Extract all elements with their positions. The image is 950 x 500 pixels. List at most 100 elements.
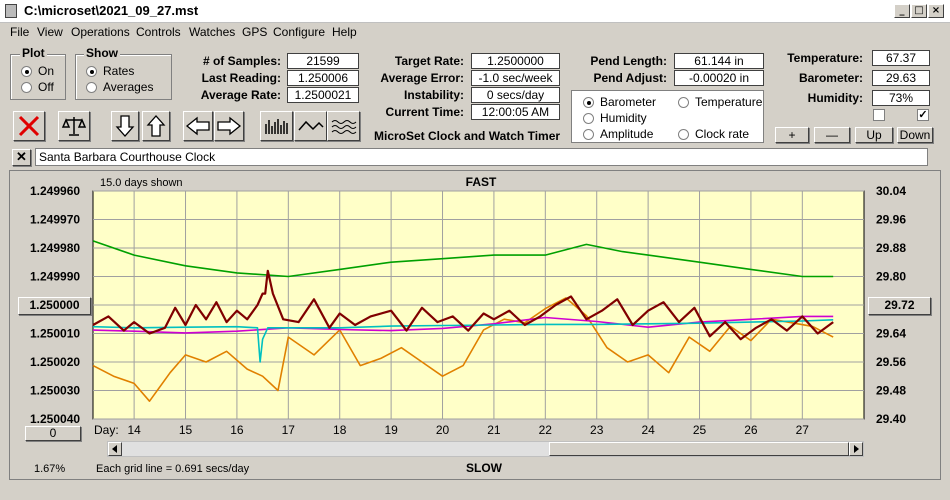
legend-humidity-label[interactable]: Humidity bbox=[600, 111, 647, 125]
last-reading-value: 1.250006 bbox=[287, 70, 359, 86]
menu-help[interactable]: Help bbox=[332, 25, 357, 39]
offset-zero-button[interactable]: 0 bbox=[25, 426, 81, 441]
target-rate-label: Target Rate: bbox=[394, 54, 464, 68]
average-error-label: Average Error: bbox=[380, 71, 464, 85]
x-axis-prefix: Day: bbox=[94, 423, 119, 437]
left-tick-label: 1.250030 bbox=[30, 384, 80, 398]
series-lines bbox=[92, 240, 834, 403]
clear-button[interactable] bbox=[13, 111, 45, 141]
series-humidity bbox=[92, 315, 834, 334]
legend-humidity-radio[interactable] bbox=[583, 113, 594, 124]
samples-value: 21599 bbox=[287, 53, 359, 69]
center-baro-button[interactable]: 29.72 bbox=[868, 297, 931, 315]
plus-button[interactable]: + bbox=[775, 127, 809, 143]
minimize-button[interactable]: _ bbox=[894, 4, 910, 18]
menu-file[interactable]: File bbox=[10, 25, 30, 39]
clock-name-field[interactable]: Santa Barbara Courthouse Clock bbox=[35, 148, 928, 166]
fast-label: FAST bbox=[466, 175, 497, 189]
chart-frame bbox=[9, 170, 941, 480]
x-tick-label: 26 bbox=[744, 423, 758, 437]
close-icon: ✕ bbox=[16, 149, 27, 164]
average-rate-value: 1.2500021 bbox=[287, 87, 359, 103]
app-icon[interactable] bbox=[5, 4, 17, 18]
zoom-percent: 1.67% bbox=[34, 463, 65, 475]
plot-on-radio[interactable] bbox=[21, 66, 32, 77]
menu-configure[interactable]: Configure bbox=[273, 25, 326, 39]
left-tick-label: 1.250010 bbox=[30, 327, 80, 341]
scroll-track bbox=[122, 442, 549, 456]
horizontal-scrollbar[interactable] bbox=[107, 441, 864, 457]
arrow-up-icon bbox=[146, 115, 166, 137]
wave-graph-button[interactable] bbox=[327, 111, 360, 141]
show-rates-radio[interactable] bbox=[86, 66, 97, 77]
arrow-down-button[interactable] bbox=[111, 111, 139, 141]
left-tick-label: 1.250020 bbox=[30, 355, 80, 369]
menu-gps[interactable]: GPS bbox=[242, 25, 268, 39]
x-tick-label: 15 bbox=[179, 423, 193, 437]
pend-length-value[interactable]: 61.144 in bbox=[674, 53, 764, 69]
series-amplitude bbox=[92, 319, 834, 363]
down-button[interactable]: Down bbox=[897, 127, 933, 143]
title-bar: C:\microset\2021_09_27.mst _ □ × bbox=[0, 0, 950, 23]
close-window-button[interactable]: × bbox=[928, 4, 944, 18]
scroll-right-button[interactable] bbox=[849, 442, 863, 456]
scroll-left-button[interactable] bbox=[108, 442, 122, 456]
legend-amplitude-radio[interactable] bbox=[583, 129, 594, 140]
menu-view[interactable]: View bbox=[37, 25, 63, 39]
instability-value: 0 secs/day bbox=[471, 87, 560, 103]
right-tick-label: 29.80 bbox=[876, 270, 906, 284]
legend-temperature-label[interactable]: Temperature bbox=[695, 95, 763, 109]
x-tick-label: 27 bbox=[796, 423, 810, 437]
menu-watches[interactable]: Watches bbox=[189, 25, 236, 39]
left-tick-label: 1.249980 bbox=[30, 241, 80, 255]
left-tick-label: 1.249970 bbox=[30, 213, 80, 227]
up-button[interactable]: Up bbox=[855, 127, 893, 143]
humidity-value: 73% bbox=[872, 90, 930, 106]
scroll-thumb[interactable] bbox=[549, 442, 849, 456]
x-tick-label: 19 bbox=[384, 423, 398, 437]
balance-button[interactable] bbox=[58, 111, 90, 141]
arrow-down-icon bbox=[115, 115, 135, 137]
env-checkbox-right[interactable]: ✓ bbox=[917, 109, 929, 121]
x-tick-label: 22 bbox=[539, 423, 553, 437]
right-tick-label: 29.88 bbox=[876, 241, 906, 255]
arrow-right-button[interactable] bbox=[214, 111, 244, 141]
series-temperature bbox=[92, 240, 834, 278]
show-averages-radio[interactable] bbox=[86, 82, 97, 93]
maximize-button[interactable]: □ bbox=[911, 4, 927, 18]
legend-barometer-label[interactable]: Barometer bbox=[600, 95, 657, 109]
close-clock-button[interactable]: ✕ bbox=[12, 149, 31, 166]
plot-off-radio[interactable] bbox=[21, 82, 32, 93]
pend-adjust-value: -0.00020 in bbox=[674, 70, 764, 86]
legend-amplitude-label[interactable]: Amplitude bbox=[600, 127, 654, 141]
average-rate-label: Average Rate: bbox=[200, 88, 281, 102]
plot-off-label[interactable]: Off bbox=[38, 80, 54, 94]
arrow-left-button[interactable] bbox=[183, 111, 213, 141]
show-averages-label[interactable]: Averages bbox=[103, 80, 154, 94]
barometer-value: 29.63 bbox=[872, 70, 930, 86]
arrow-up-button[interactable] bbox=[142, 111, 170, 141]
series-barometer bbox=[92, 297, 834, 403]
legend-temperature-radio[interactable] bbox=[678, 97, 689, 108]
legend-clockrate-label[interactable]: Clock rate bbox=[695, 127, 750, 141]
left-axis-ticks: 1.249960 1.249970 1.249980 1.249990 1.250010… bbox=[30, 184, 80, 426]
legend-barometer-radio[interactable] bbox=[583, 97, 594, 108]
plot-on-label[interactable]: On bbox=[38, 64, 55, 78]
menu-controls[interactable]: Controls bbox=[136, 25, 181, 39]
show-rates-label[interactable]: Rates bbox=[103, 64, 135, 78]
current-time-label: Current Time: bbox=[385, 105, 464, 119]
bar-graph-icon bbox=[264, 119, 288, 134]
samples-label: # of Samples: bbox=[202, 54, 281, 68]
pend-length-label: Pend Length: bbox=[590, 54, 667, 68]
target-rate-value[interactable]: 1.2500000 bbox=[471, 53, 560, 69]
menu-operations[interactable]: Operations bbox=[71, 25, 130, 39]
legend-clockrate-radio[interactable] bbox=[678, 129, 689, 140]
x-tick-label: 25 bbox=[693, 423, 707, 437]
minus-button[interactable]: — bbox=[814, 127, 850, 143]
env-checkbox-left[interactable] bbox=[873, 109, 885, 121]
x-tick-label: 16 bbox=[230, 423, 244, 437]
center-rate-button[interactable]: 1.250000 bbox=[18, 297, 91, 315]
bar-graph-button[interactable] bbox=[260, 111, 293, 141]
line-graph-button[interactable] bbox=[294, 111, 327, 141]
